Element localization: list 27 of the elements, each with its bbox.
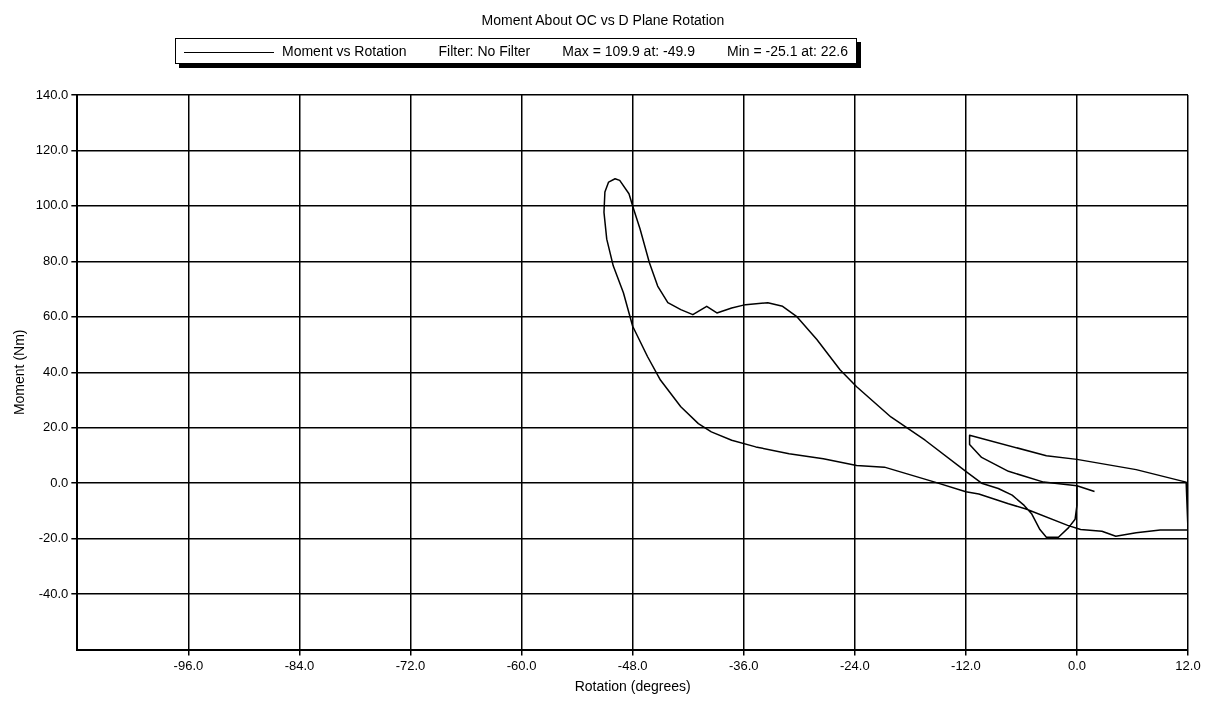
x-tick-label: 12.0 [1175, 657, 1201, 673]
x-tick-label: -60.0 [506, 657, 537, 673]
y-tick-label: 20.0 [43, 419, 69, 435]
x-axis-title: Rotation (degrees) [574, 678, 691, 695]
text: Max = 109.9 at: -49.9 [562, 43, 695, 59]
y-tick-label: -40.0 [38, 585, 69, 601]
x-tick-label: -48.0 [617, 657, 648, 673]
y-tick-label: 100.0 [35, 197, 69, 213]
y-tick-label: 80.0 [43, 252, 69, 268]
x-tick-label: -72.0 [395, 657, 426, 673]
x-tick-label: -12.0 [951, 657, 981, 673]
text: Filter: No Filter [438, 43, 531, 59]
x-tick-label: -24.0 [839, 657, 870, 673]
y-tick-label: 140.0 [35, 86, 69, 102]
y-tick-label: 120.0 [35, 142, 69, 158]
chart-title: Moment About OC vs D Plane Rotation [480, 12, 726, 28]
text: Moment vs Rotation [281, 43, 407, 59]
x-tick-label: 0.0 [1067, 657, 1086, 673]
y-tick-label: 60.0 [43, 308, 69, 324]
x-tick-label: -84.0 [284, 657, 315, 673]
y-tick-label: 0.0 [50, 474, 69, 490]
y-tick-label: -20.0 [38, 530, 69, 546]
text: Min = -25.1 at: 22.6 [727, 43, 849, 59]
y-tick-label: 40.0 [43, 363, 69, 379]
x-tick-label: -96.0 [173, 657, 204, 673]
y-axis-title: Moment (Nm) [11, 329, 28, 416]
x-tick-label: -36.0 [728, 657, 759, 673]
